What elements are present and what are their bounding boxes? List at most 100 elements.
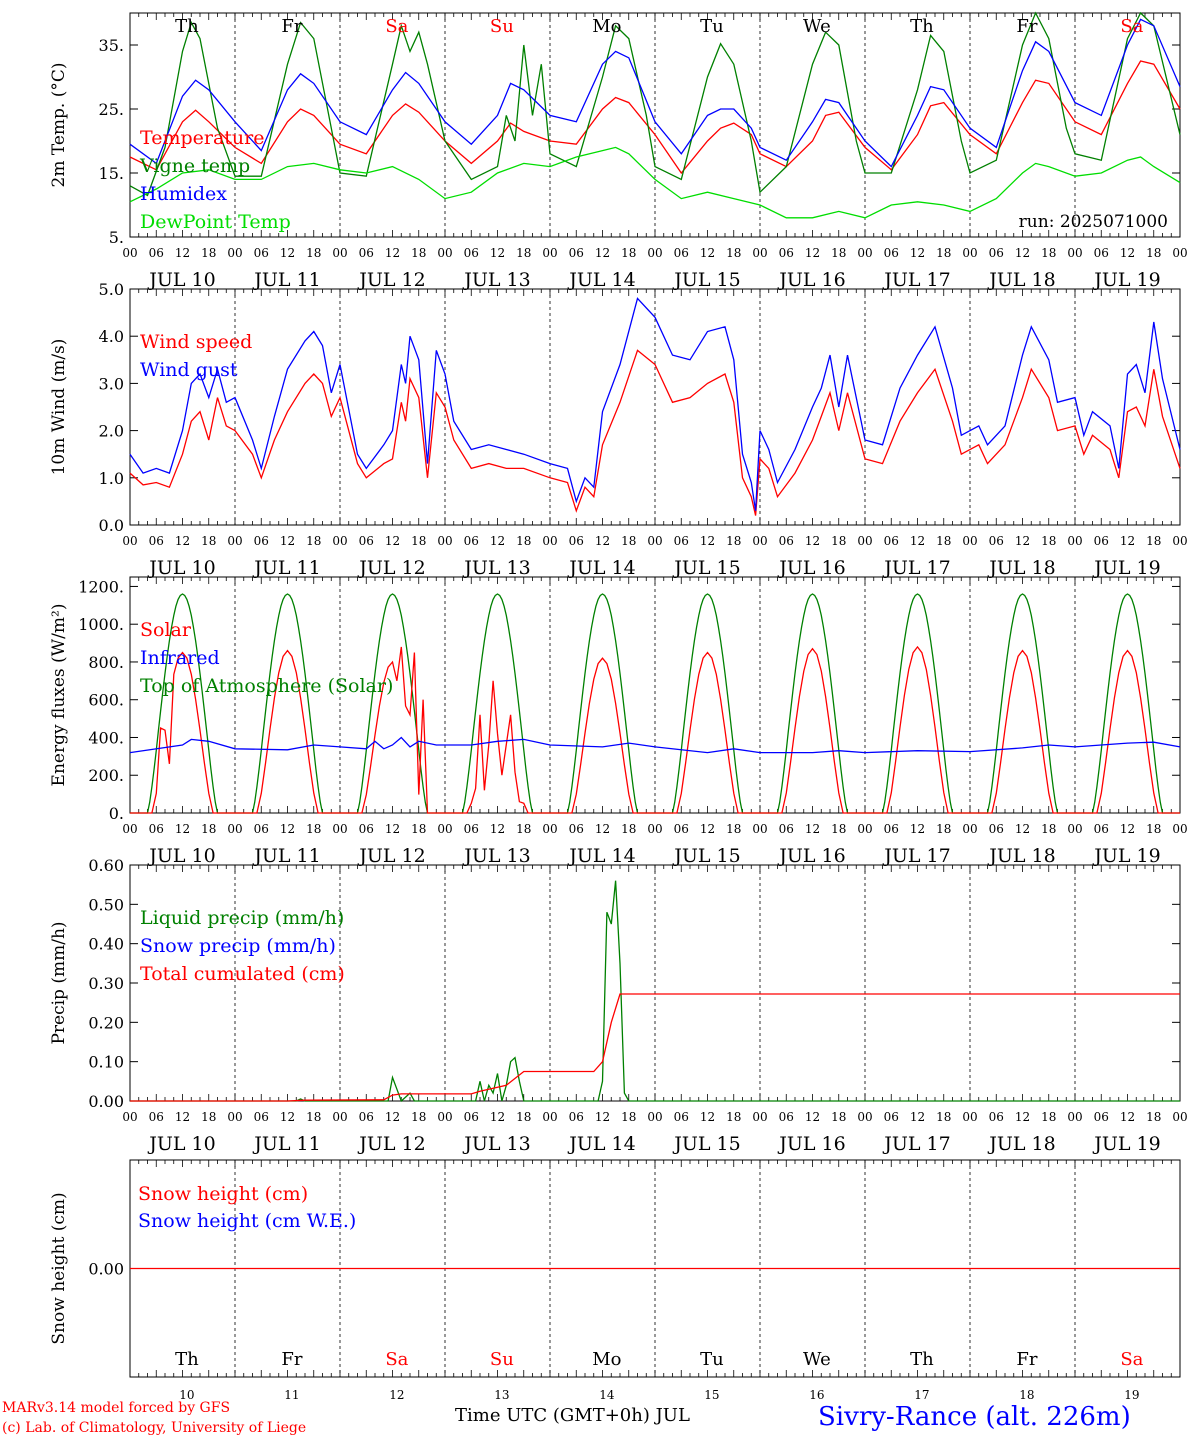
x-date-label: JUL 15 (672, 1133, 740, 1155)
x-date-label: JUL 10 (147, 845, 215, 867)
series-infrared (129, 736, 1181, 754)
series-liquid-precip-mm-h- (130, 880, 1180, 1103)
x-hour-label: 18 (411, 246, 426, 260)
x-hour-label: 18 (726, 534, 741, 548)
x-hour-label: 06 (779, 246, 794, 260)
x-date-label: JUL 12 (357, 269, 425, 291)
series-dewpoint-temp (129, 146, 1181, 219)
x-hour-label: 00 (332, 534, 347, 548)
x-hour-label: 06 (674, 534, 689, 548)
run-label: run: 2025071000 (1019, 212, 1168, 232)
x-hour-label: 06 (569, 822, 584, 836)
y-axis-label: 2m Temp. (°C) (49, 62, 69, 187)
x-hour-label: 06 (884, 822, 899, 836)
series-solar (130, 645, 1180, 814)
x-hour-label: 12 (490, 822, 505, 836)
x-hour-label: 06 (254, 822, 269, 836)
day-number-label: 16 (809, 1388, 824, 1402)
weekday-label: Th (175, 16, 199, 37)
x-hour-label: 00 (332, 1110, 347, 1124)
panel-energy: 0. 200. 400. 600. 800. 1000. 1200. Energy fluxe… (49, 576, 1188, 867)
x-hour-label: 06 (884, 534, 899, 548)
x-hour-label: 06 (884, 246, 899, 260)
x-hour-label: 00 (962, 822, 977, 836)
x-date-label: JUL 12 (357, 557, 425, 579)
day-number-label: 11 (284, 1388, 299, 1402)
x-date-label: JUL 17 (882, 845, 950, 867)
x-hour-label: 18 (1146, 246, 1161, 260)
x-hour-label: 06 (674, 246, 689, 260)
x-hour-label: 00 (752, 246, 767, 260)
y-tick-label: 4.0 (99, 327, 124, 346)
x-hour-label: 18 (516, 822, 531, 836)
x-hour-label: 12 (805, 1110, 820, 1124)
x-hour-label: 06 (254, 1110, 269, 1124)
y-tick-label: 1.0 (99, 469, 124, 488)
x-hour-label: 06 (464, 534, 479, 548)
credit-line-2: (c) Lab. of Climatology, University of L… (2, 1420, 307, 1436)
x-date-label: JUL 15 (672, 557, 740, 579)
y-tick-label: 25. (99, 100, 124, 119)
legend-entry: Wind gust (140, 359, 238, 381)
x-hour-label: 06 (989, 246, 1004, 260)
legend-entry: Top of Atmosphere (Solar) (140, 675, 393, 697)
weekday-label: Fr (1016, 1349, 1037, 1370)
x-hour-label: 06 (674, 822, 689, 836)
x-date-label: JUL 19 (1092, 845, 1160, 867)
legend-entry: DewPoint Temp (140, 211, 291, 233)
x-hour-label: 18 (1041, 246, 1056, 260)
x-date-label: JUL 17 (882, 269, 950, 291)
x-date-label: JUL 14 (567, 1133, 635, 1155)
x-date-label: JUL 11 (252, 269, 320, 291)
x-hour-label: 18 (831, 534, 846, 548)
x-hour-label: 06 (674, 1110, 689, 1124)
x-hour-label: 18 (726, 822, 741, 836)
x-date-label: JUL 12 (357, 845, 425, 867)
station-label: Sivry-Rance (alt. 226m) (818, 1402, 1131, 1432)
x-hour-label: 12 (910, 822, 925, 836)
x-hour-label: 18 (831, 246, 846, 260)
x-date-label: JUL 11 (252, 845, 320, 867)
x-hour-label: 06 (989, 822, 1004, 836)
weekday-label: Fr (281, 1349, 302, 1370)
x-hour-label: 12 (910, 534, 925, 548)
y-tick-label: 800. (88, 653, 124, 672)
x-hour-label: 06 (779, 534, 794, 548)
x-hour-label: 00 (227, 534, 242, 548)
x-hour-label: 18 (516, 534, 531, 548)
x-hour-label: 18 (411, 534, 426, 548)
weekday-label: Th (175, 1349, 199, 1370)
weekday-label: Su (490, 1349, 514, 1370)
y-axis-label: Snow height (cm) (49, 1192, 69, 1344)
x-hour-label: 12 (490, 246, 505, 260)
series-vigne-temp (129, 11, 1181, 197)
x-hour-label: 18 (201, 822, 216, 836)
x-hour-label: 12 (805, 822, 820, 836)
x-hour-label: 18 (516, 1110, 531, 1124)
x-hour-label: 18 (1041, 822, 1056, 836)
x-hour-label: 12 (1120, 822, 1135, 836)
x-hour-label: 18 (411, 1110, 426, 1124)
x-date-label: JUL 19 (1092, 269, 1160, 291)
legend-entry: Liquid precip (mm/h) (140, 907, 344, 929)
weekday-label: Tu (700, 16, 724, 37)
y-tick-label: 2.0 (99, 422, 124, 441)
legend-entry: Vigne temp (139, 155, 250, 177)
x-hour-label: 18 (726, 246, 741, 260)
weekday-label: Sa (1120, 1349, 1143, 1370)
x-hour-label: 12 (1120, 534, 1135, 548)
x-hour-label: 18 (936, 822, 951, 836)
x-hour-label: 00 (1172, 1110, 1187, 1124)
x-date-label: JUL 12 (357, 1133, 425, 1155)
x-date-label: JUL 16 (777, 557, 845, 579)
y-tick-label: 15. (99, 164, 124, 183)
y-tick-label: 0.20 (88, 1013, 124, 1032)
x-hour-label: 12 (1015, 246, 1030, 260)
x-hour-label: 12 (595, 534, 610, 548)
weekday-label: Mo (592, 16, 621, 37)
x-hour-label: 00 (857, 1110, 872, 1124)
x-hour-label: 00 (752, 822, 767, 836)
x-hour-label: 18 (201, 1110, 216, 1124)
x-hour-label: 00 (227, 1110, 242, 1124)
y-axis-label: Precip (mm/h) (49, 921, 69, 1044)
